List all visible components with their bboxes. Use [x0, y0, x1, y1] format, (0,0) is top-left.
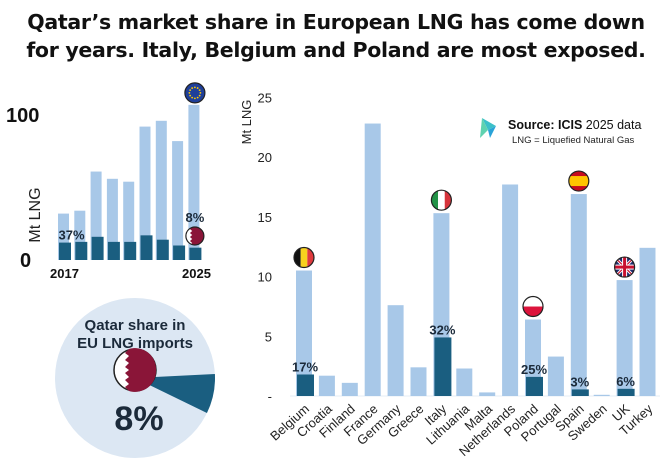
bar-total-france: [364, 123, 381, 396]
pie-center-value: 8%: [114, 400, 163, 438]
lng-definition: LNG = Liquefied Natural Gas: [512, 135, 634, 146]
pie-title-line-1: Qatar share in: [85, 317, 186, 334]
small-bar-qatar-2025: [189, 247, 202, 260]
small-x-tick-end: 2025: [182, 266, 211, 281]
source-label: Source: ICIS 2025 data: [508, 118, 641, 132]
bar-qatar-italy: [434, 337, 452, 396]
small-bar-qatar-2017: [59, 242, 71, 260]
bar-total-malta: [479, 392, 496, 396]
small-bar-qatar-2020: [107, 241, 120, 260]
bar-total-finland: [341, 382, 358, 396]
bar-qatar-belgium: [297, 374, 314, 396]
pie-chart: Qatar share in EU LNG imports 8%: [55, 298, 216, 458]
title-line-2: for years. Italy, Belgium and Poland are…: [26, 38, 646, 62]
small-y-tick-100: 100: [6, 105, 39, 127]
small-y-axis-label: Mt LNG: [27, 187, 44, 242]
bar-total-netherlands: [502, 184, 519, 396]
title-line-1: Qatar’s market share in European LNG has…: [27, 10, 645, 34]
small-bar-total-2017: [58, 213, 69, 260]
small-y-tick-0: 0: [20, 250, 31, 272]
bar-total-portugal: [547, 356, 564, 396]
small-chart: 100 0 Mt LNG 2017 2025 37% 8%: [6, 82, 211, 281]
bar-total-greece: [410, 367, 427, 396]
bar-total-uk: [616, 280, 633, 396]
small-bar-total-2020: [106, 178, 118, 260]
eu-flag-icon: [184, 82, 206, 104]
main-y-tick-0: -: [268, 389, 272, 404]
small-bar-total-2024: [172, 141, 184, 260]
small-bar-total-2023: [155, 120, 167, 260]
source-bold: Source: ICIS: [508, 118, 582, 132]
bar-total-croatia: [318, 375, 335, 396]
bar-qatar-poland: [526, 376, 543, 396]
source-rest: 2025 data: [582, 118, 641, 132]
main-y-tick-5: 5: [265, 329, 272, 344]
small-bar-total-2025: [188, 104, 200, 260]
small-bar-qatar-2024: [173, 245, 186, 260]
pie-title-line-2: EU LNG imports: [77, 335, 193, 352]
main-category-labels: BelgiumCroatiaFinlandFranceGermanyGreece…: [267, 401, 656, 460]
qatar-flag-icon: [185, 226, 205, 246]
source-note: Source: ICIS 2025 data LNG = Liquefied N…: [480, 118, 641, 146]
annotation-italy: 32%: [429, 322, 455, 337]
main-y-tick-15: 15: [258, 210, 272, 225]
small-bar-qatar-2023: [156, 239, 169, 260]
annotation-belgium: 17%: [292, 359, 318, 374]
main-y-ticks: - 5 10 15 20 25: [258, 90, 272, 404]
small-annotation-2025: 8%: [186, 210, 205, 225]
poland-flag-icon: [522, 295, 544, 318]
main-y-tick-25: 25: [258, 90, 272, 105]
bar-total-turkey: [639, 247, 656, 396]
chart-title: Qatar’s market share in European LNG has…: [0, 8, 672, 64]
small-bar-qatar-2022: [140, 235, 153, 260]
bar-total-germany: [387, 305, 404, 396]
annotation-uk: 6%: [616, 374, 635, 389]
bar-qatar-spain: [571, 389, 589, 396]
spain-flag-icon: [568, 170, 590, 192]
small-bar-total-2021: [123, 181, 135, 260]
small-bars: 37% 8%: [58, 82, 206, 260]
small-bar-total-2019: [90, 171, 102, 260]
bar-total-spain: [570, 194, 587, 396]
main-y-axis-label: Mt LNG: [239, 100, 254, 145]
bar-total-sweden: [593, 394, 610, 396]
bar-total-belgium: [296, 270, 312, 396]
icis-logo-icon: [480, 118, 496, 138]
annotation-poland: 25%: [521, 362, 547, 377]
small-bar-total-2022: [139, 126, 151, 260]
small-bar-qatar-2018: [75, 241, 88, 260]
small-bar-total-2018: [74, 210, 86, 260]
annotation-spain: 3%: [570, 374, 589, 389]
small-bar-qatar-2021: [124, 241, 137, 260]
bar-qatar-uk: [617, 388, 635, 396]
italy-flag-icon: [430, 189, 452, 211]
main-y-tick-20: 20: [258, 150, 272, 165]
uk-flag-icon: [613, 256, 636, 278]
bar-total-lithuania: [456, 368, 473, 396]
small-x-tick-start: 2017: [50, 266, 79, 281]
belgium-flag-icon: [293, 246, 315, 269]
small-bar-qatar-2019: [91, 236, 104, 260]
main-bars: 17% 32% 25% 3% 6%: [292, 123, 656, 396]
qatar-flag-icon: [113, 348, 157, 392]
small-annotation-2017: 37%: [58, 228, 84, 243]
main-y-tick-10: 10: [258, 270, 272, 285]
pie-slice-qatar: [135, 374, 216, 413]
